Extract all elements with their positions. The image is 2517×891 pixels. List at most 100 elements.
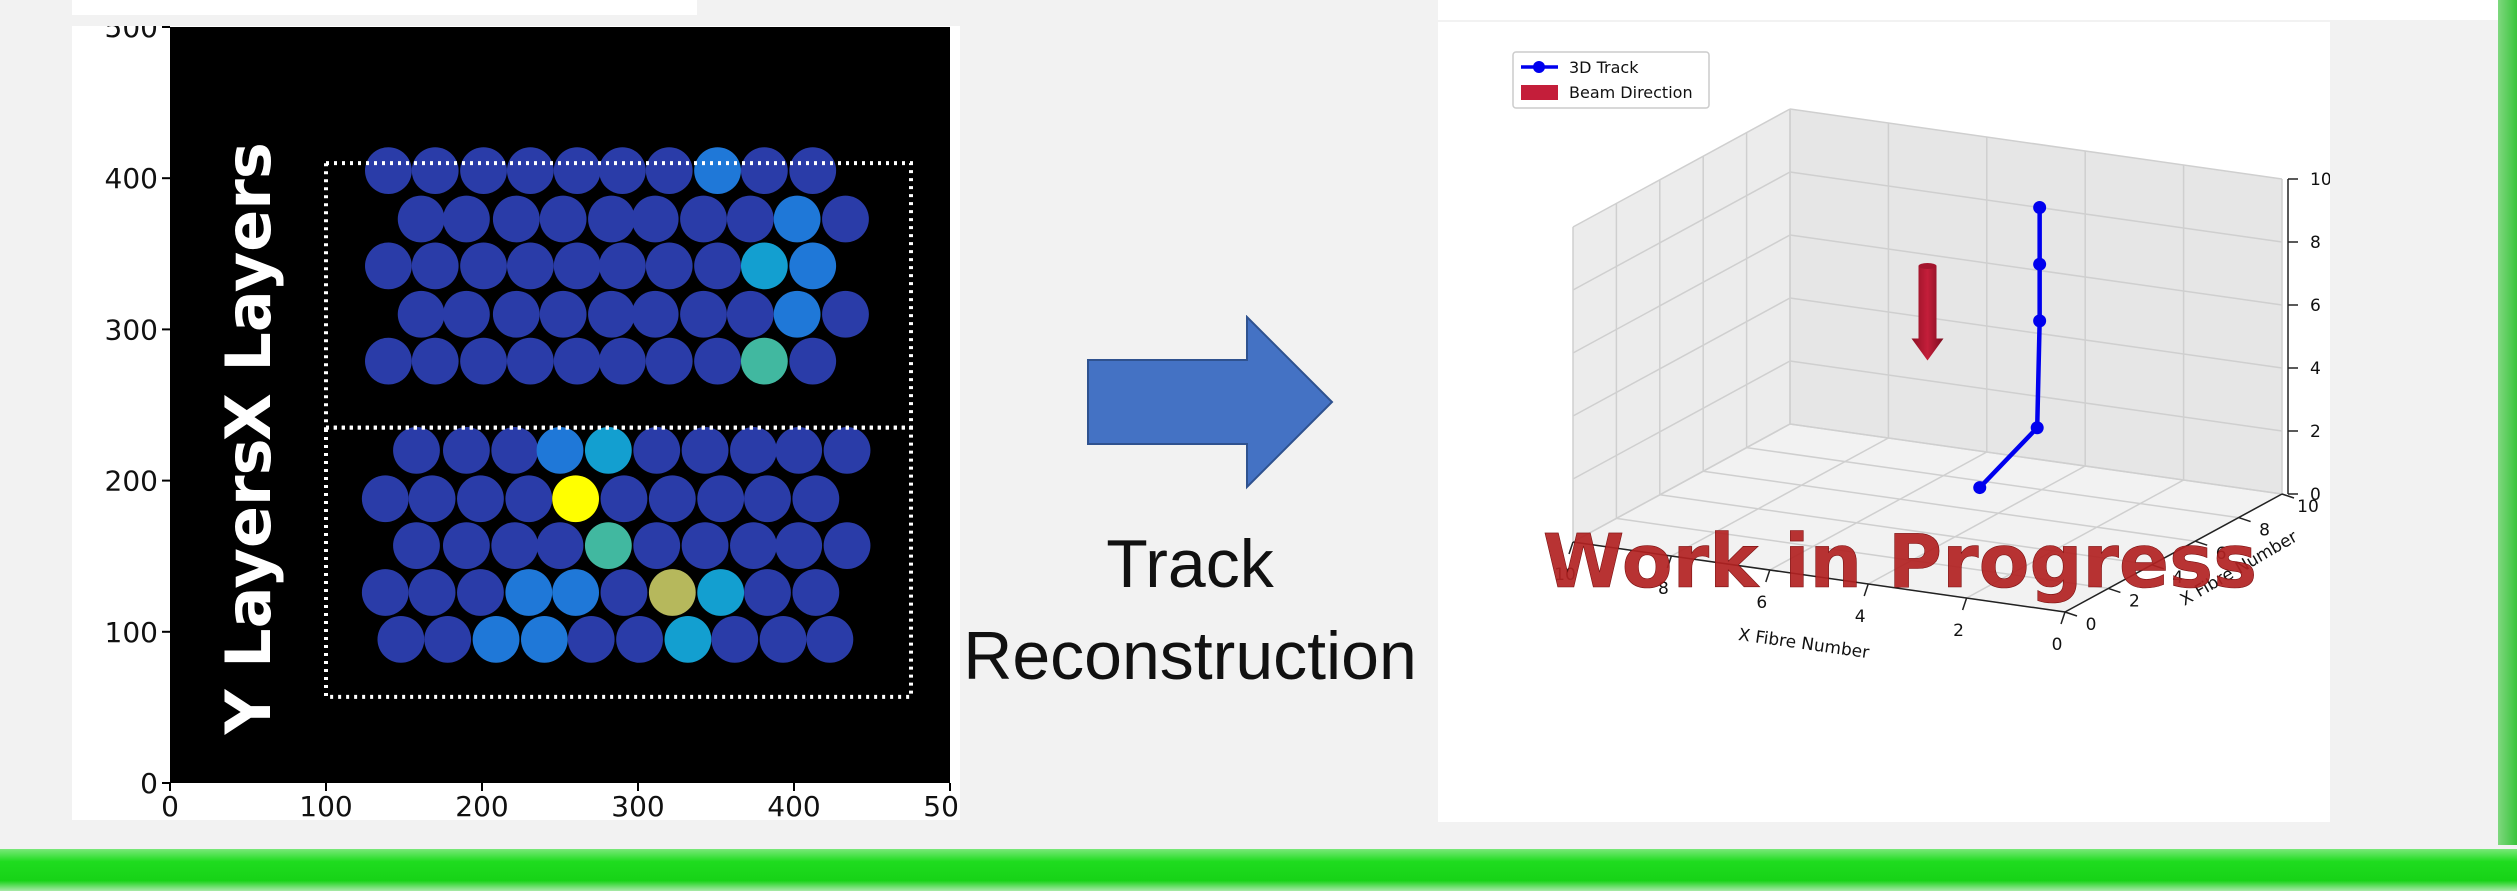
- fibre-circle: [365, 147, 412, 195]
- fibre-circle: [553, 242, 601, 290]
- y-axis-line: [2064, 493, 2283, 613]
- work-in-progress-watermark: Work in Progress: [1543, 519, 2257, 605]
- fibre-circle: [792, 475, 840, 523]
- fibre-circle: [694, 337, 741, 385]
- fibre-circle: [457, 569, 504, 616]
- panel-top-strip: [72, 0, 697, 15]
- fibre-circle: [408, 569, 456, 616]
- right-edge-bar: [2498, 0, 2517, 845]
- grid-line: [1572, 423, 1791, 543]
- track-3d-panel: 0 2 4 6 8 10 0 2 4 6 8 10 0 2 4 6 8 10 X Fibre Number X Fib…: [1438, 22, 2349, 822]
- fibre-circle: [823, 426, 871, 474]
- y-tick-mark: [2281, 493, 2295, 499]
- fibre-circle: [393, 426, 440, 474]
- track-point: [2033, 314, 2047, 328]
- fibre-circle: [536, 522, 584, 570]
- fibre-circle: [443, 195, 490, 243]
- x-tick-mark: [1863, 583, 1869, 597]
- fibre-circle: [633, 426, 681, 474]
- caption-line-1: Track: [1106, 526, 1274, 602]
- legend-track-label: 3D Track: [1569, 58, 1639, 77]
- grid-line: [1572, 360, 1791, 480]
- track-point: [2033, 257, 2047, 271]
- z-tick-label: 8: [2310, 233, 2321, 253]
- fibre-circle: [424, 615, 472, 663]
- fibre-circle: [730, 522, 777, 570]
- beam-direction-arrow: [1911, 266, 1944, 361]
- grid-line: [1703, 470, 2196, 542]
- x-tick-label: 8: [1658, 579, 1669, 599]
- y-tick-mark: [2238, 516, 2251, 523]
- fibre-circle: [740, 337, 788, 385]
- fibre-circle: [648, 475, 696, 523]
- y-tick-label: 0: [140, 767, 158, 800]
- right-arrow-icon: [1087, 314, 1334, 490]
- fibre-circle: [773, 290, 821, 338]
- grid-line: [1789, 297, 2283, 369]
- y-tick-label: 100: [105, 616, 158, 649]
- fibre-circle: [789, 147, 837, 195]
- fibre-circle: [599, 337, 646, 385]
- y-tick-mark: [2064, 611, 2078, 617]
- fibre-circle: [361, 475, 409, 523]
- fibre-circle: [744, 475, 791, 523]
- fibre-circle: [536, 426, 584, 474]
- track-point: [2033, 201, 2047, 214]
- fibre-circle: [645, 242, 693, 290]
- grid-line: [1616, 517, 2109, 590]
- fibre-circle: [681, 522, 729, 570]
- grid-line: [1789, 234, 2283, 306]
- fibre-circle: [726, 290, 774, 338]
- fibre-circle: [553, 147, 601, 195]
- y-tick-label: 8: [2259, 521, 2270, 541]
- fibre-circle: [697, 569, 745, 616]
- z-tick-label: 4: [2310, 359, 2321, 379]
- fibre-circle: [411, 242, 459, 290]
- grid-line: [1572, 171, 1791, 291]
- y-tick-label: 300: [105, 313, 158, 346]
- x-axis-label: X Fibre Number: [1737, 625, 1870, 663]
- plot-background: [170, 27, 950, 783]
- fibre-circle: [505, 475, 553, 523]
- fibre-circle: [377, 615, 425, 663]
- grid-line: [1671, 437, 1889, 557]
- z-tick-label: 0: [2310, 485, 2321, 505]
- layer-region-box: [324, 425, 913, 699]
- fibre-circle: [552, 569, 599, 616]
- fibre-circle: [759, 615, 807, 663]
- y-tick-mark: [2108, 587, 2121, 594]
- fibre-circle: [492, 290, 540, 338]
- fibre-circle: [631, 195, 679, 243]
- fibre-circle: [740, 147, 788, 195]
- fibre-circle: [552, 475, 599, 523]
- track-point: [2030, 421, 2044, 435]
- fibre-circle: [539, 290, 587, 338]
- track-reconstruction-caption: Track Reconstruction: [955, 518, 1425, 702]
- grid-line: [1867, 465, 2086, 585]
- fibre-circle: [521, 615, 568, 663]
- fibre-circle: [584, 522, 632, 570]
- z-tick-label: 10: [2310, 170, 2330, 190]
- fibre-circle: [789, 242, 837, 290]
- fibre-circle: [789, 337, 837, 385]
- fibre-circle: [443, 290, 490, 338]
- x-tick-label: 300: [611, 790, 664, 820]
- panel-top-strip: [1438, 0, 2498, 20]
- fibre-circle: [730, 426, 777, 474]
- fibre-circle: [664, 615, 712, 663]
- y-layers-label: Y Layers: [212, 439, 285, 736]
- fibre-circle: [588, 195, 635, 243]
- y-tick-label: 0: [2086, 615, 2097, 635]
- x-tick-label: 0: [2052, 635, 2063, 655]
- fibre-circle: [443, 426, 490, 474]
- x-tick-label: 500: [923, 790, 960, 820]
- bottom-accent-bar: [0, 849, 2517, 891]
- fibre-circle: [408, 475, 456, 523]
- fibre-circle: [694, 147, 741, 195]
- z-tick-label: 2: [2310, 422, 2321, 442]
- fibre-circle: [680, 195, 727, 243]
- beam-arrow-top: [1918, 263, 1937, 269]
- legend-box: [1512, 51, 1710, 109]
